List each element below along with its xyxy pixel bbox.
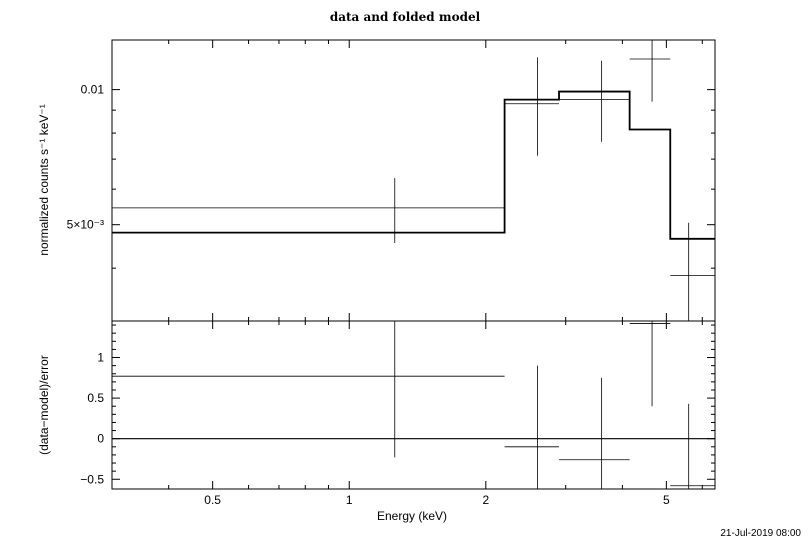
x-tick-label: 5	[663, 493, 670, 507]
data-point	[559, 60, 630, 142]
x-axis-label: Energy (keV)	[377, 509, 447, 523]
y-tick-label: 0	[97, 432, 104, 446]
data-point	[504, 365, 560, 489]
y-tick-label: −0.5	[80, 472, 104, 486]
y-axis-label-bottom: (data−model)/error	[37, 355, 51, 455]
data-point	[629, 321, 671, 407]
y-tick-label: 5×10⁻³	[67, 218, 104, 232]
x-tick-label: 2	[482, 493, 489, 507]
data-point	[670, 403, 715, 489]
plot-frame	[111, 39, 716, 322]
data-point	[559, 377, 630, 489]
y-tick-label: 0.01	[81, 83, 105, 97]
x-tick-label: 1	[346, 493, 353, 507]
y-axis-label-top: normalized counts s⁻¹ keV⁻¹	[37, 104, 51, 255]
residual-panel: 0.5 1 2 5 −0.5 0 0.5 1	[80, 320, 716, 507]
data-panel: 5×10⁻³ 0.01	[67, 39, 716, 322]
chart-title: data and folded model	[330, 10, 481, 24]
timestamp: 21-Jul-2019 08:00	[720, 528, 801, 539]
y-tick-label: 1	[97, 351, 104, 365]
model-step-line	[112, 90, 715, 240]
data-point	[504, 57, 560, 156]
data-point	[112, 321, 505, 458]
data-point	[670, 222, 715, 321]
x-tick-label: 0.5	[204, 493, 221, 507]
plot-frame	[111, 320, 716, 490]
y-tick-label: 0.5	[87, 391, 104, 405]
data-point	[112, 178, 505, 244]
data-point	[629, 40, 671, 102]
